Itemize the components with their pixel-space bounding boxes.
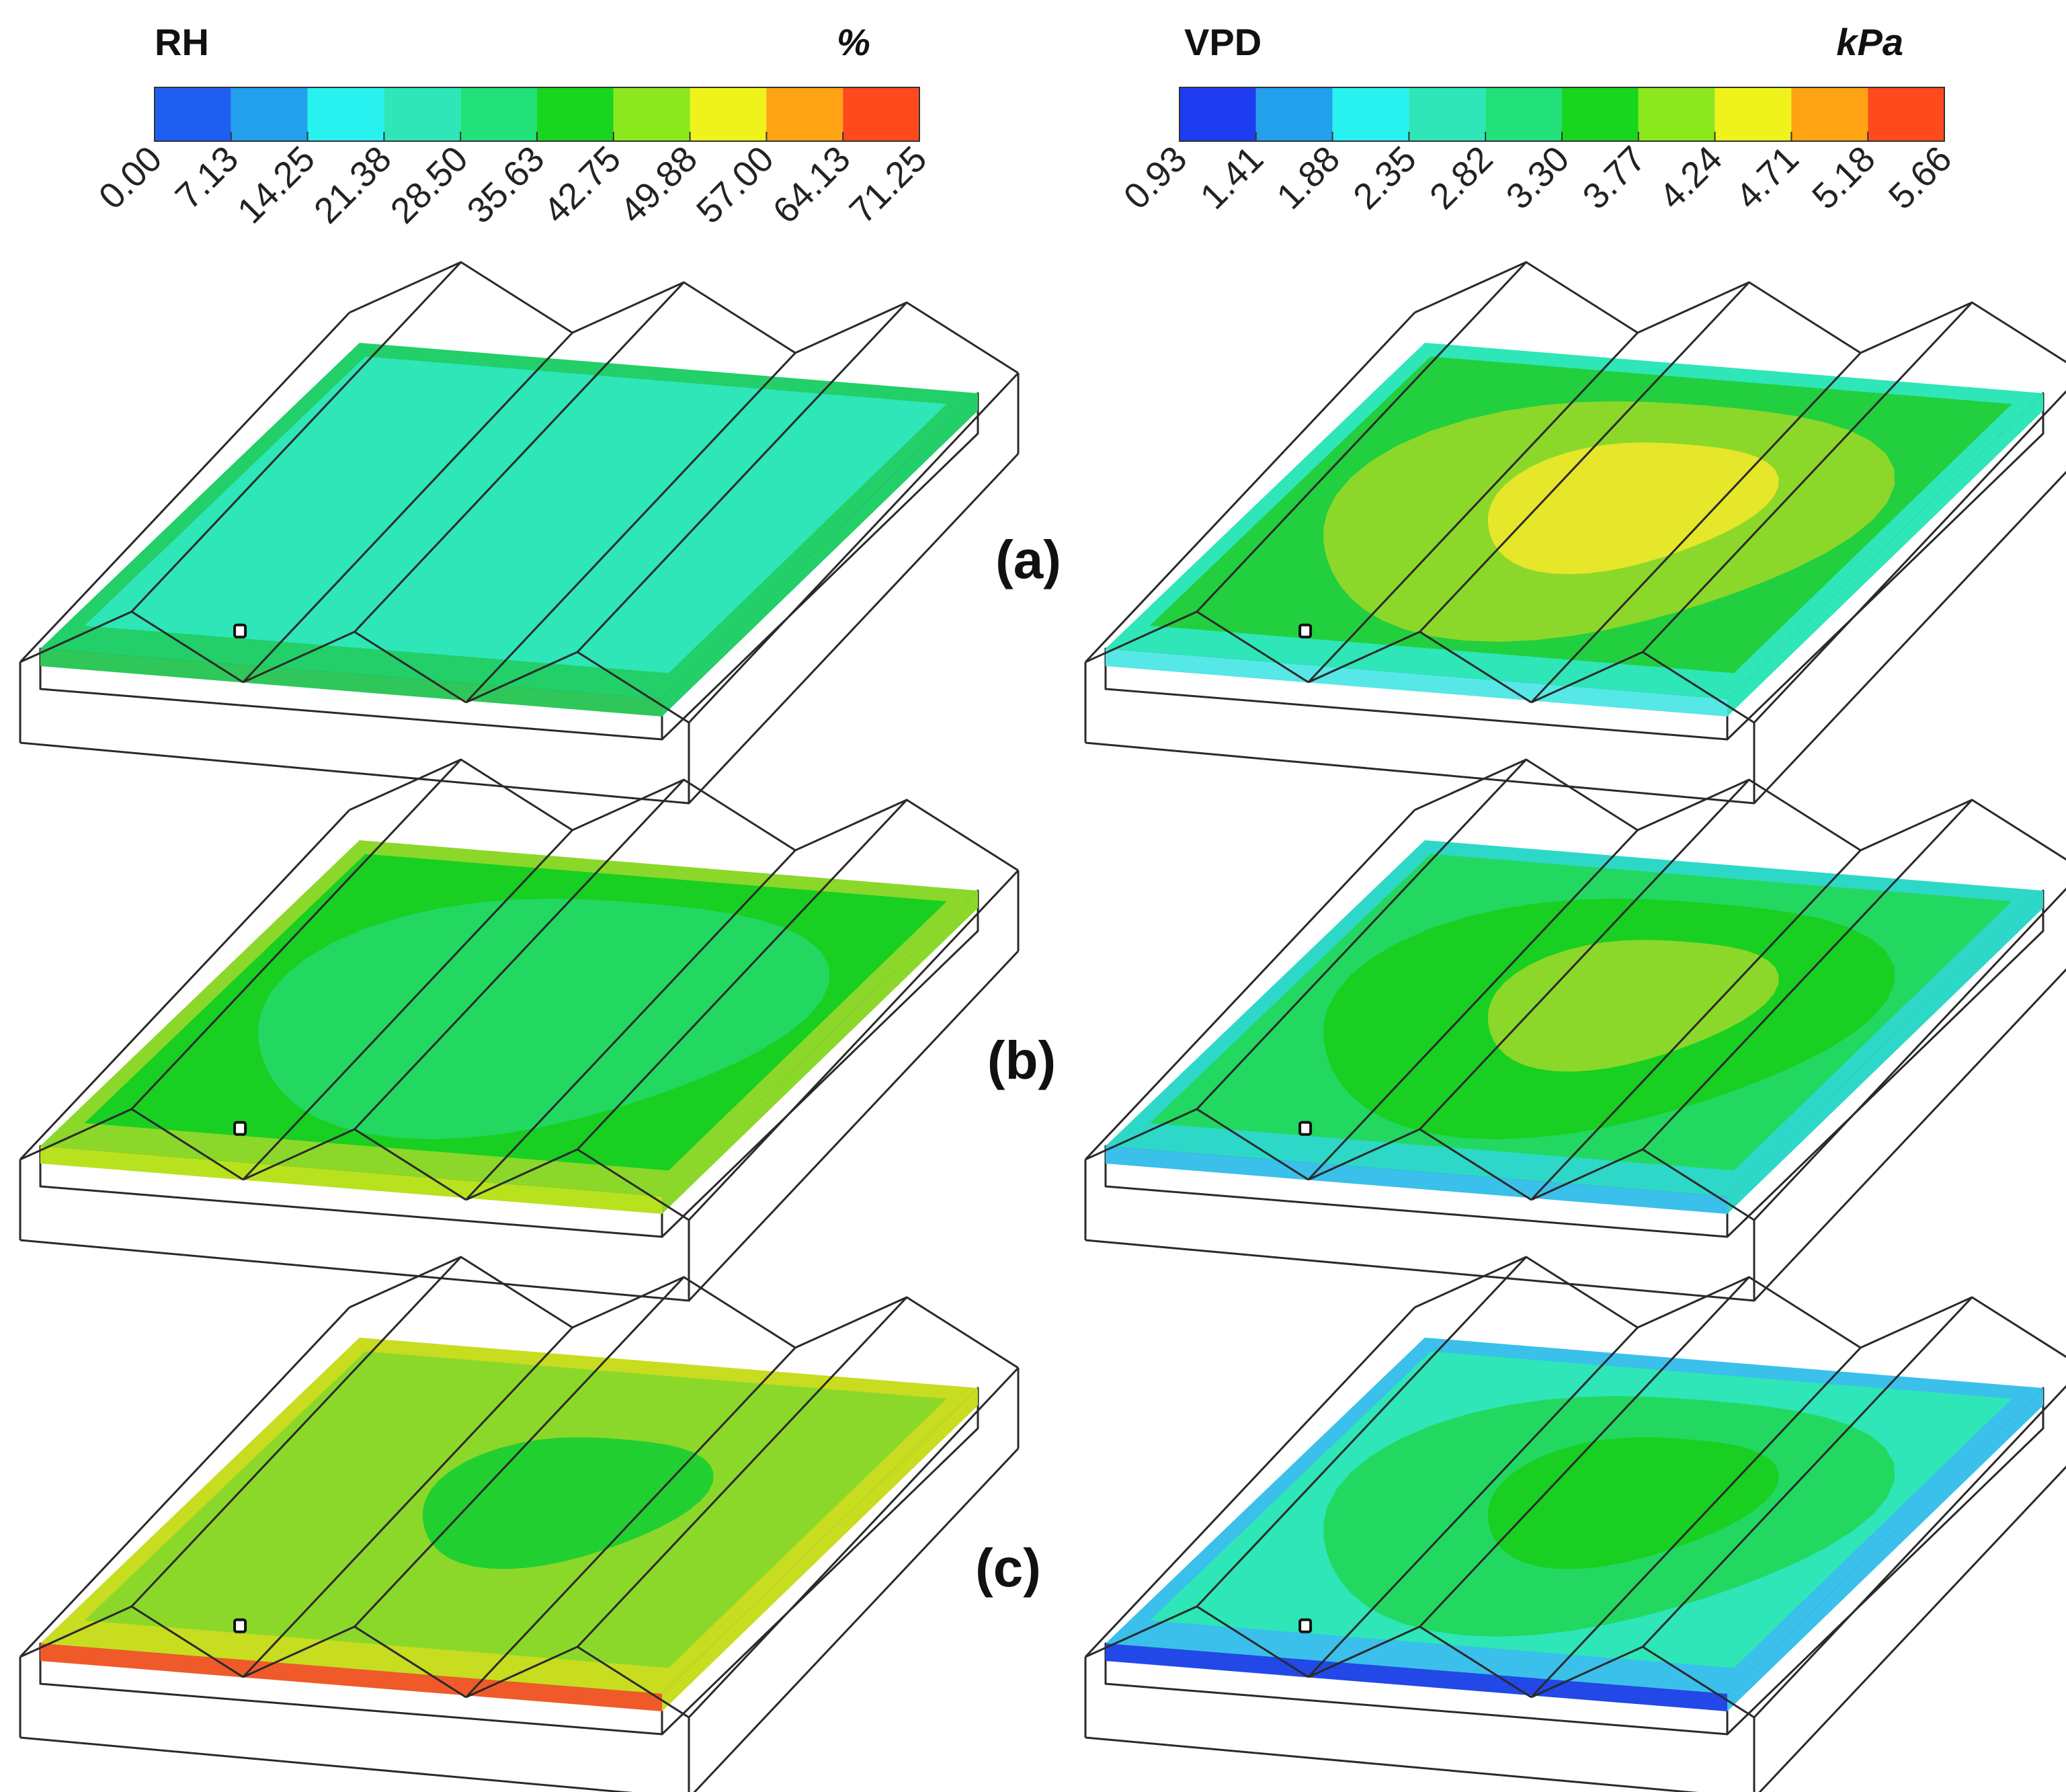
rh-colorbar-tick-label: 71.25 [842, 138, 935, 231]
vpd-colorbar: VPD kPa 0.931.411.882.352.823.303.774.24… [1116, 21, 1960, 217]
vpd-scene-a-contour-center [1487, 442, 1779, 575]
rh-scene-b-contour-center [422, 940, 714, 1072]
rh-scene-a-slab-front [40, 649, 662, 717]
rh-colorbar-segment [537, 87, 614, 141]
rh-colorbar-tick-label: 28.50 [383, 138, 476, 231]
vpd-scene-c-sensor-icon [1298, 1618, 1313, 1633]
panel-label-b-close: ) [1038, 1030, 1056, 1090]
panel-label-b: (b) [987, 1030, 1056, 1090]
rh-colorbar-tick-label: 42.75 [536, 138, 628, 231]
rh-colorbar-tick-label: 64.13 [766, 138, 858, 231]
vpd-scene-b-slab-front [1106, 1146, 1727, 1214]
rh-colorbar-tick-label: 14.25 [230, 138, 323, 231]
rh-scene-c-sensor-icon [233, 1618, 247, 1633]
rh-colorbar: RH % 0.007.1314.2521.3828.5035.6342.7549… [91, 21, 935, 231]
vpd-colorbar-tick-label: 5.18 [1805, 138, 1883, 217]
rh-scene-a-contour-center [422, 442, 714, 575]
vpd-scene-b-roof-wireframe [1084, 758, 2066, 1302]
panel-label-c-letter: c [993, 1538, 1024, 1598]
rh-colorbar-segment [155, 87, 231, 141]
rh-colorbar-tick-label: 35.63 [460, 138, 552, 231]
rh-scene-b-sensor-icon [233, 1121, 247, 1136]
vpd-scene-c-roof-wireframe [1084, 1256, 2066, 1792]
vpd-colorbar-tick-label: 3.30 [1499, 138, 1577, 217]
greenhouse-scenes [19, 261, 2066, 1792]
vpd-scene-a [1084, 261, 2066, 805]
rh-colorbar-segment [613, 87, 690, 141]
rh-scene-a [19, 261, 1020, 805]
rh-scene-b [19, 758, 1020, 1302]
vpd-colorbar-tick-label: 1.88 [1269, 138, 1348, 217]
rh-colorbar-tick-label: 49.88 [612, 138, 705, 231]
vpd-scene-b-sensor-icon [1298, 1121, 1313, 1136]
vpd-scene-b [1084, 758, 2066, 1302]
panel-label-a-letter: a [1014, 530, 1044, 589]
vpd-colorbar-segment [1714, 87, 1792, 141]
vpd-scene-b-slab-side [1727, 891, 2043, 1214]
vpd-scene-c-slab-side [1727, 1388, 2043, 1711]
panel-label-a-open: ( [995, 530, 1014, 589]
vpd-colorbar-tick-label: 4.71 [1728, 138, 1807, 217]
vpd-colorbar-segment [1409, 87, 1486, 141]
vpd-colorbar-segment [1255, 87, 1333, 141]
vpd-colorbar-segment [1485, 87, 1562, 141]
rh-scene-c-slab-side [662, 1388, 978, 1711]
vpd-colorbar-segment [1868, 87, 1944, 141]
vpd-scene-a-slab-front [1106, 649, 1727, 717]
panel-label-c-open: ( [975, 1538, 993, 1598]
vpd-colorbar-tick-label: 2.82 [1422, 138, 1501, 217]
vpd-scene-c-contour-center [1487, 1437, 1779, 1570]
vpd-colorbar-tick-label: 5.66 [1881, 138, 1960, 217]
panel-label-c: (c) [975, 1538, 1041, 1598]
rh-scene-b-roof-wireframe [19, 758, 1020, 1302]
vpd-scene-a-slab-side [1727, 393, 2043, 717]
vpd-scene-b-contour-center [1487, 940, 1779, 1072]
vpd-scene-a-roof-wireframe [1084, 261, 2066, 805]
rh-scene-a-roof-wireframe [19, 261, 1020, 805]
vpd-colorbar-segment [1638, 87, 1715, 141]
vpd-scene-c [1084, 1256, 2066, 1792]
vpd-colorbar-segment [1180, 87, 1256, 141]
rh-colorbar-unit: % [837, 21, 870, 63]
vpd-colorbar-tick-label: 2.35 [1346, 138, 1424, 217]
vpd-scene-c-slab-front [1106, 1643, 1727, 1711]
rh-scene-a-slab-side [662, 393, 978, 717]
panel-label-b-open: ( [987, 1030, 1005, 1090]
rh-colorbar-segment [460, 87, 537, 141]
rh-scene-a-sensor-icon [233, 623, 247, 639]
vpd-colorbar-tick-label: 4.24 [1651, 138, 1730, 217]
rh-colorbar-segment [307, 87, 384, 141]
vpd-colorbar-title: VPD [1184, 21, 1262, 63]
rh-colorbar-segment [384, 87, 461, 141]
rh-colorbar-tick-label: 21.38 [306, 138, 399, 231]
vpd-colorbar-segment [1332, 87, 1409, 141]
vpd-colorbar-segment [1791, 87, 1868, 141]
rh-colorbar-segment [690, 87, 767, 141]
rh-scene-b-slab-side [662, 891, 978, 1214]
rh-colorbar-title: RH [155, 21, 209, 63]
panel-label-c-close: ) [1023, 1538, 1041, 1598]
rh-colorbar-tick-label: 57.00 [689, 138, 782, 231]
rh-colorbar-segment [843, 87, 919, 141]
rh-colorbar-segment [231, 87, 308, 141]
rh-scene-b-slab-front [40, 1146, 662, 1214]
vpd-colorbar-tick-label: 3.77 [1575, 138, 1654, 217]
rh-colorbar-tick-label: 0.00 [91, 138, 170, 217]
rh-scene-c [19, 1256, 1020, 1792]
panel-label-b-letter: b [1005, 1030, 1038, 1090]
vpd-colorbar-tick-label: 1.41 [1193, 138, 1272, 217]
panel-label-a: (a) [995, 530, 1061, 589]
vpd-colorbar-segment [1562, 87, 1639, 141]
vpd-colorbar-unit: kPa [1836, 21, 1903, 63]
rh-colorbar-segment [766, 87, 843, 141]
panel-label-a-close: ) [1043, 530, 1061, 589]
rh-scene-c-slab-front [40, 1643, 662, 1711]
rh-scene-c-contour-center [422, 1437, 714, 1570]
vpd-colorbar-tick-label: 0.93 [1116, 138, 1195, 217]
vpd-scene-a-sensor-icon [1298, 623, 1313, 639]
rh-scene-c-roof-wireframe [19, 1256, 1020, 1792]
